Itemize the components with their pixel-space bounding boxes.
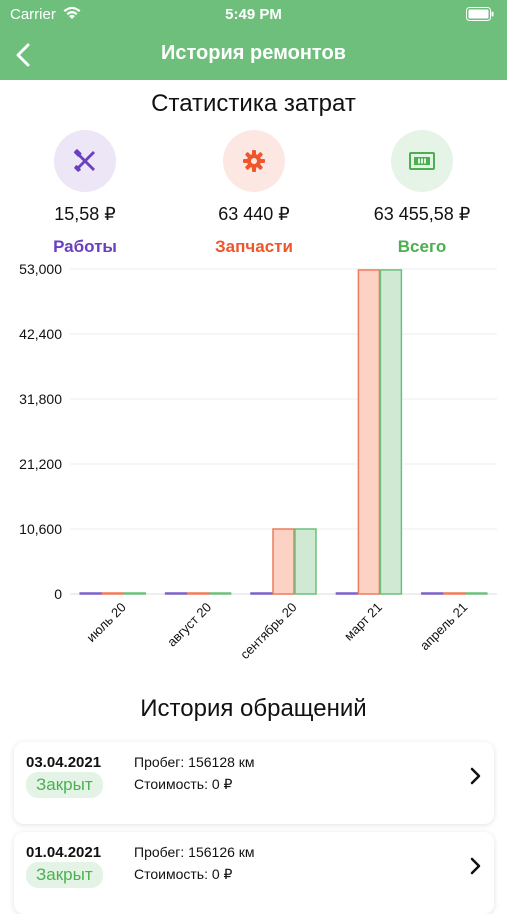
tools-icon-circle — [54, 130, 116, 192]
carrier-label: Carrier — [10, 6, 56, 23]
bar — [250, 592, 273, 595]
x-tick-label: июль 20 — [83, 600, 128, 645]
y-tick-label: 31,800 — [19, 391, 62, 407]
cost-text: Стоимость: 0 ₽ — [134, 866, 233, 882]
chevron-right-icon[interactable] — [468, 854, 484, 878]
mileage-text: Пробег: 156126 км — [134, 844, 255, 860]
stat-parts: 63 440 ₽ Запчасти — [189, 130, 319, 257]
mileage-text: Пробег: 156128 км — [134, 754, 255, 770]
bar — [272, 528, 295, 595]
navigation-bar: История ремонтов — [0, 30, 507, 80]
status-badge: Закрыт — [26, 772, 103, 798]
bar — [465, 592, 488, 595]
parts-value: 63 440 ₽ — [218, 204, 290, 224]
history-title: История обращений — [140, 695, 367, 722]
stat-total: 63 455,58 ₽ Всего — [357, 130, 487, 257]
y-tick-label: 21,200 — [19, 456, 62, 472]
stats-title: Статистика затрат — [151, 90, 356, 117]
parts-label: Запчасти — [215, 237, 293, 256]
bar — [443, 592, 466, 595]
history-card[interactable]: 03.04.2021 Закрыт Пробег: 156128 км Стои… — [14, 742, 494, 824]
expenses-bar-chart: 53,000 42,400 31,800 21,200 10,600 0 июль 20 ав… — [19, 261, 497, 663]
history-card[interactable]: 01.04.2021 Закрыт Пробег: 156126 км Стои… — [14, 832, 494, 914]
y-tick-label: 42,400 — [19, 326, 62, 342]
bar — [335, 592, 359, 595]
money-icon — [409, 152, 435, 170]
wifi-icon — [63, 6, 81, 19]
y-tick-label: 53,000 — [19, 261, 62, 277]
bar — [186, 592, 210, 595]
bar — [208, 592, 232, 595]
y-tick-label: 10,600 — [19, 521, 62, 537]
bar — [421, 592, 444, 595]
tools-icon — [73, 149, 95, 172]
back-arrow-icon[interactable] — [12, 40, 38, 70]
status-bar: Carrier 5:49 PM — [0, 0, 507, 30]
bar — [123, 592, 146, 595]
bar — [101, 592, 124, 595]
total-value: 63 455,58 ₽ — [373, 204, 471, 224]
battery-icon — [466, 7, 494, 21]
works-label: Работы — [53, 237, 117, 256]
history-date: 01.04.2021 — [26, 844, 102, 861]
stat-works: 15,58 ₽ Работы — [20, 130, 150, 257]
bar — [79, 592, 102, 595]
x-tick-label: сентябрь 20 — [237, 600, 300, 663]
cost-text: Стоимость: 0 ₽ — [134, 776, 233, 792]
x-tick-label: август 20 — [164, 600, 214, 650]
works-value: 15,58 ₽ — [54, 204, 116, 224]
y-tick-label: 0 — [54, 586, 62, 602]
page-title: История ремонтов — [161, 42, 346, 64]
gear-icon-circle — [223, 130, 285, 192]
bar — [164, 592, 188, 595]
bar — [294, 528, 317, 595]
history-date: 03.04.2021 — [26, 754, 102, 771]
gear-icon — [243, 150, 265, 172]
x-tick-label: март 21 — [341, 600, 385, 644]
bar — [379, 269, 403, 595]
chevron-right-icon[interactable] — [468, 764, 484, 788]
bar — [357, 269, 381, 595]
money-icon-circle — [391, 130, 453, 192]
x-tick-label: апрель 21 — [417, 600, 471, 654]
clock: 5:49 PM — [225, 6, 282, 23]
status-badge: Закрыт — [26, 862, 103, 888]
total-label: Всего — [397, 237, 447, 256]
